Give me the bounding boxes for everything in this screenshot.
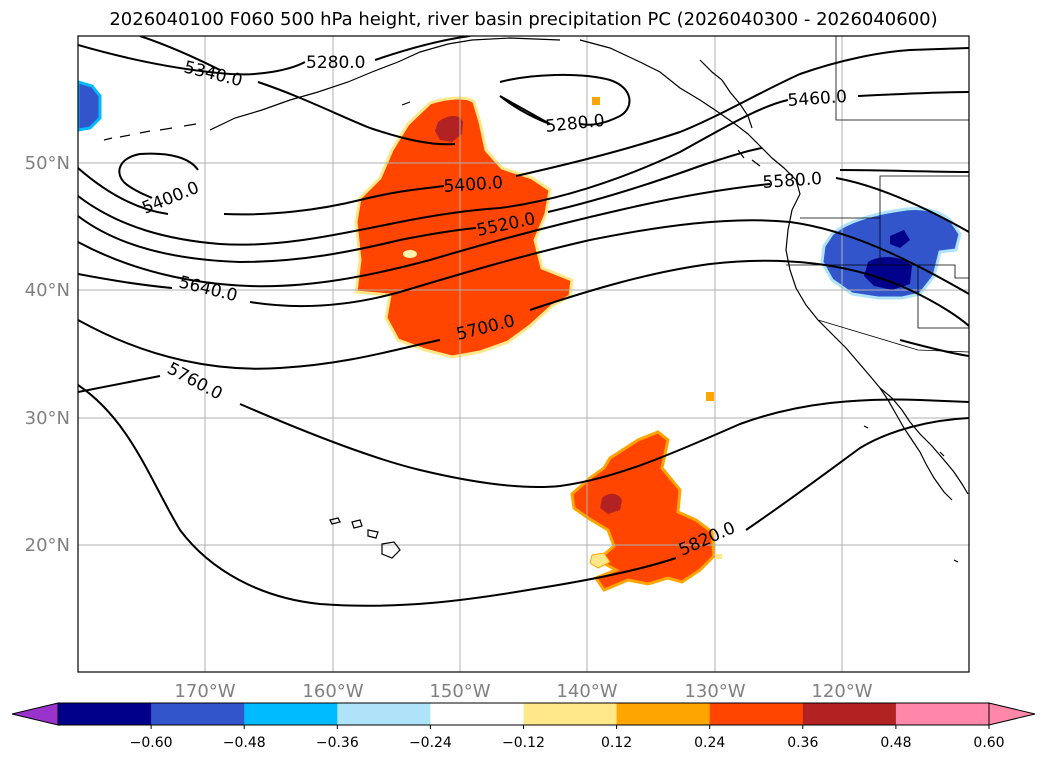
contour-5760-east	[899, 339, 969, 357]
small-precip-spot	[716, 554, 722, 559]
gridlines	[78, 36, 969, 672]
contour-5400-low	[118, 152, 199, 199]
colorbar-tick-label: −0.48	[223, 735, 266, 751]
small-precip-spot	[589, 552, 611, 569]
negative-precip-core-east	[890, 230, 910, 248]
colorbar-tick-label: 0.36	[787, 735, 818, 751]
colorbar-segment	[895, 703, 990, 725]
small-precip-spot	[706, 392, 714, 401]
colorbar-tick-label: −0.36	[316, 735, 359, 751]
small-precip-spot	[592, 97, 600, 105]
west-coast	[785, 209, 969, 495]
height-contours	[78, 36, 969, 607]
lon-label: 120°W	[811, 681, 872, 702]
colorbar-tick-label: 0.12	[601, 735, 632, 751]
lat-label: 50°N	[25, 153, 70, 174]
alaska-coast	[579, 39, 801, 211]
contour-5460	[78, 91, 969, 246]
aleutian-islands	[103, 101, 411, 141]
colorbar-segment	[337, 703, 431, 725]
contour-5820	[78, 384, 969, 607]
contour-label: 5280.0	[306, 53, 365, 73]
mexico-islands	[863, 425, 959, 563]
colorbar: −0.60 −0.48 −0.36 −0.24 −0.12 0.12 0.24 0.36 0.4…	[11, 702, 1036, 751]
contour-5340	[139, 36, 456, 146]
lon-axis-labels: 170°W 160°W 150°W 140°W 130°W 120°W	[174, 681, 872, 702]
colorbar-segment	[802, 703, 897, 725]
contour-label: 5400.0	[443, 173, 504, 197]
colorbar-tick-label: −0.24	[409, 735, 452, 751]
positive-precip-core-south	[600, 493, 622, 514]
lon-label: 140°W	[556, 681, 617, 702]
lon-label: 150°W	[429, 681, 490, 702]
contour-label: 5580.0	[762, 169, 823, 193]
colorbar-segment	[244, 703, 338, 725]
lon-label: 170°W	[174, 681, 235, 702]
colorbar-segment	[709, 703, 804, 725]
map-title: 2026040100 F060 500 hPa height, river ba…	[109, 9, 938, 30]
alaska-coast	[209, 37, 561, 131]
contour-5760	[78, 375, 969, 489]
colorbar-segment	[523, 703, 618, 725]
map-frame	[77, 35, 970, 673]
lon-label: 130°W	[684, 681, 745, 702]
negative-precip-area-west	[78, 80, 102, 132]
contour-5700	[78, 259, 969, 370]
colorbar-tick-label: 0.60	[973, 735, 1004, 751]
lat-axis-labels: 50°N 40°N 30°N 20°N	[25, 153, 70, 556]
colorbar-tick-label: 0.24	[694, 735, 725, 751]
hawaii-islands	[329, 517, 401, 559]
contour-label: 5460.0	[787, 87, 848, 111]
contour-5580	[78, 177, 969, 288]
colorbar-segment	[616, 703, 711, 725]
colorbar-segment	[151, 703, 245, 725]
contour-5280-north	[78, 36, 471, 76]
contour-5400	[78, 47, 969, 216]
map-plot-area: 5280.0 5340.0 5280.0 5460.0 5400.0 5400.…	[78, 36, 969, 672]
colorbar-extend-min	[11, 702, 59, 726]
positive-precip-core-north	[435, 116, 463, 142]
contour-5520	[78, 147, 969, 264]
colorbar-tick-label: 0.48	[880, 735, 911, 751]
state-border	[786, 175, 969, 353]
positive-precip-area-south	[570, 430, 716, 592]
precip-hole	[403, 250, 417, 258]
colorbar-tick-label: −0.12	[502, 735, 545, 751]
colorbar-segment	[430, 703, 524, 725]
colorbar-tick-label: −0.60	[130, 735, 173, 751]
colorbar-extend-max	[988, 702, 1036, 726]
lon-label: 160°W	[302, 681, 363, 702]
lat-label: 30°N	[25, 408, 70, 429]
baja-california	[879, 387, 953, 501]
contour-5640	[78, 219, 969, 308]
contour-5280-low	[499, 73, 631, 126]
lat-label: 40°N	[25, 280, 70, 301]
lat-label: 20°N	[25, 535, 70, 556]
canada-border	[835, 36, 969, 121]
colorbar-segment	[58, 703, 152, 725]
